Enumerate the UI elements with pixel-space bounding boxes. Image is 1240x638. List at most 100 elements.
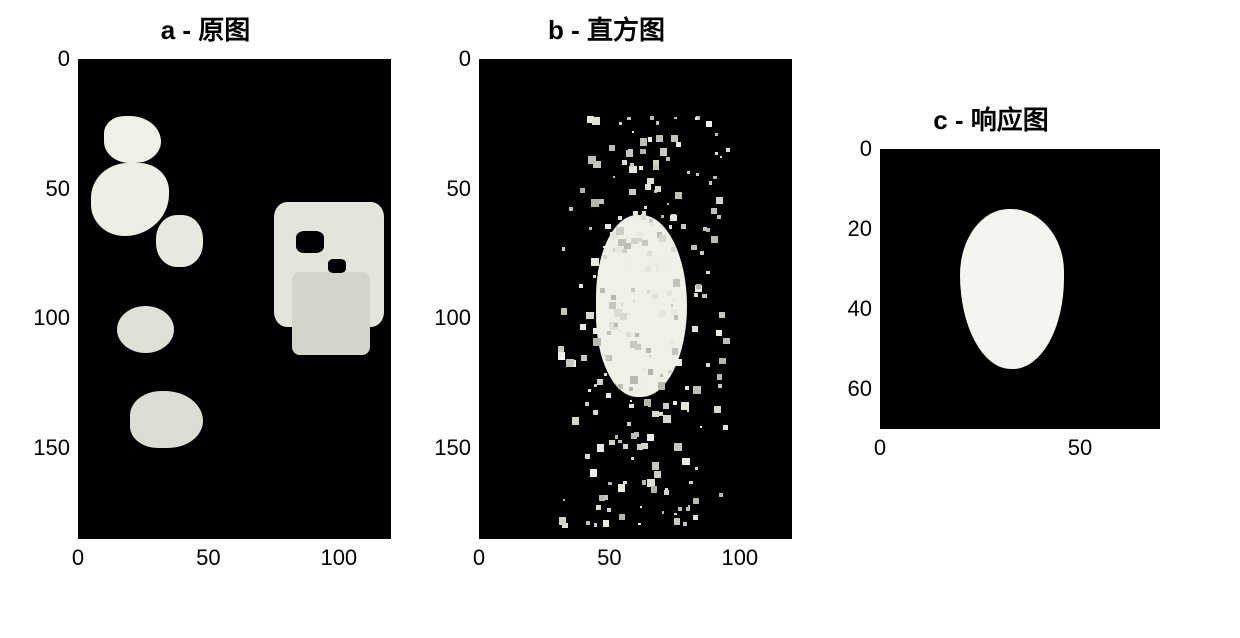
speckle: [650, 222, 653, 225]
speckle: [718, 384, 722, 388]
speckle: [709, 181, 712, 184]
speckle: [696, 173, 699, 176]
speckle: [664, 490, 669, 495]
speckle: [619, 122, 622, 125]
speckle: [630, 163, 635, 168]
speckle: [671, 135, 678, 142]
speckle: [619, 330, 621, 332]
speckle: [588, 389, 591, 392]
subplot-c-plot-row: 0 20 40 60 0 50: [822, 149, 1160, 469]
speckle: [586, 521, 590, 525]
speckle: [706, 228, 711, 233]
y-tick-label: 20: [848, 218, 872, 240]
speckle: [700, 426, 703, 429]
speckle: [603, 246, 606, 249]
speckle: [605, 355, 611, 361]
subplot-b-image: [479, 59, 792, 539]
image-region: [328, 259, 346, 273]
speckle: [627, 117, 630, 120]
speckle: [695, 117, 698, 120]
speckle: [614, 323, 618, 327]
speckle: [682, 458, 690, 466]
speckle: [581, 355, 588, 362]
speckle: [561, 308, 567, 314]
speckle: [618, 239, 626, 247]
speckle: [688, 505, 690, 507]
speckle: [700, 251, 704, 255]
speckle: [558, 352, 566, 360]
y-tick-label: 100: [434, 307, 471, 329]
speckle: [719, 312, 725, 318]
speckle: [647, 434, 655, 442]
speckle: [572, 417, 580, 425]
speckle: [604, 495, 608, 499]
speckle: [559, 517, 567, 525]
speckle: [674, 518, 680, 524]
subplot-a: a - 原图 0 50 100 150: [20, 10, 391, 579]
speckle: [673, 279, 680, 286]
x-tick-label: 50: [597, 547, 621, 569]
speckle: [626, 236, 629, 239]
speckle: [635, 390, 639, 394]
speckle: [687, 410, 689, 412]
speckle: [640, 138, 647, 145]
x-tick-label: 100: [721, 547, 758, 569]
y-tick-label: 50: [447, 178, 471, 200]
speckle: [663, 403, 669, 409]
speckle: [623, 481, 626, 484]
speckle: [662, 296, 664, 298]
speckle: [653, 160, 659, 166]
speckle: [675, 192, 682, 199]
speckle: [643, 368, 647, 372]
speckle: [692, 326, 698, 332]
speckle: [627, 260, 632, 265]
speckle: [645, 184, 651, 190]
speckle: [694, 293, 698, 297]
speckle: [648, 137, 653, 142]
speckle: [693, 386, 701, 394]
speckle: [681, 224, 686, 229]
speckle: [696, 284, 701, 289]
speckle: [717, 215, 722, 220]
speckle: [637, 232, 642, 237]
speckle: [562, 247, 565, 250]
figure-container: a - 原图 0 50 100 150: [0, 0, 1240, 589]
speckle: [651, 486, 657, 492]
speckle: [640, 149, 645, 154]
speckle: [606, 393, 610, 397]
speckle: [659, 310, 666, 317]
speckle: [566, 359, 574, 367]
subplot-a-y-axis: 0 50 100 150: [20, 59, 78, 539]
x-tick-label: 50: [1068, 437, 1092, 459]
image-region: [156, 215, 203, 267]
speckle: [643, 383, 646, 386]
speckle: [597, 379, 603, 385]
speckle: [607, 331, 611, 335]
subplot-c: c - 响应图 0 20 40 60 0 50: [822, 100, 1160, 469]
speckle: [588, 156, 596, 164]
subplot-b-x-axis: 0 50 100: [479, 539, 792, 579]
speckle: [631, 288, 635, 292]
speckle: [635, 333, 639, 337]
speckle: [589, 227, 592, 230]
speckle: [649, 355, 651, 357]
speckle: [608, 482, 611, 485]
speckle: [622, 249, 626, 253]
speckle: [716, 330, 721, 335]
speckle: [609, 302, 616, 309]
speckle: [627, 312, 630, 315]
speckle: [714, 406, 721, 413]
speckle: [656, 135, 663, 142]
speckle: [672, 348, 679, 355]
image-region: [296, 231, 324, 253]
speckle: [638, 523, 640, 525]
speckle: [693, 515, 698, 520]
subplot-b: b - 直方图 0 50 100 150 0 50 100: [421, 10, 792, 579]
image-region: [292, 272, 370, 355]
speckle: [681, 402, 689, 410]
speckle: [642, 211, 646, 215]
speckle: [642, 480, 647, 485]
speckle: [652, 462, 660, 470]
subplot-c-image: [880, 149, 1160, 429]
y-tick-label: 100: [33, 307, 70, 329]
